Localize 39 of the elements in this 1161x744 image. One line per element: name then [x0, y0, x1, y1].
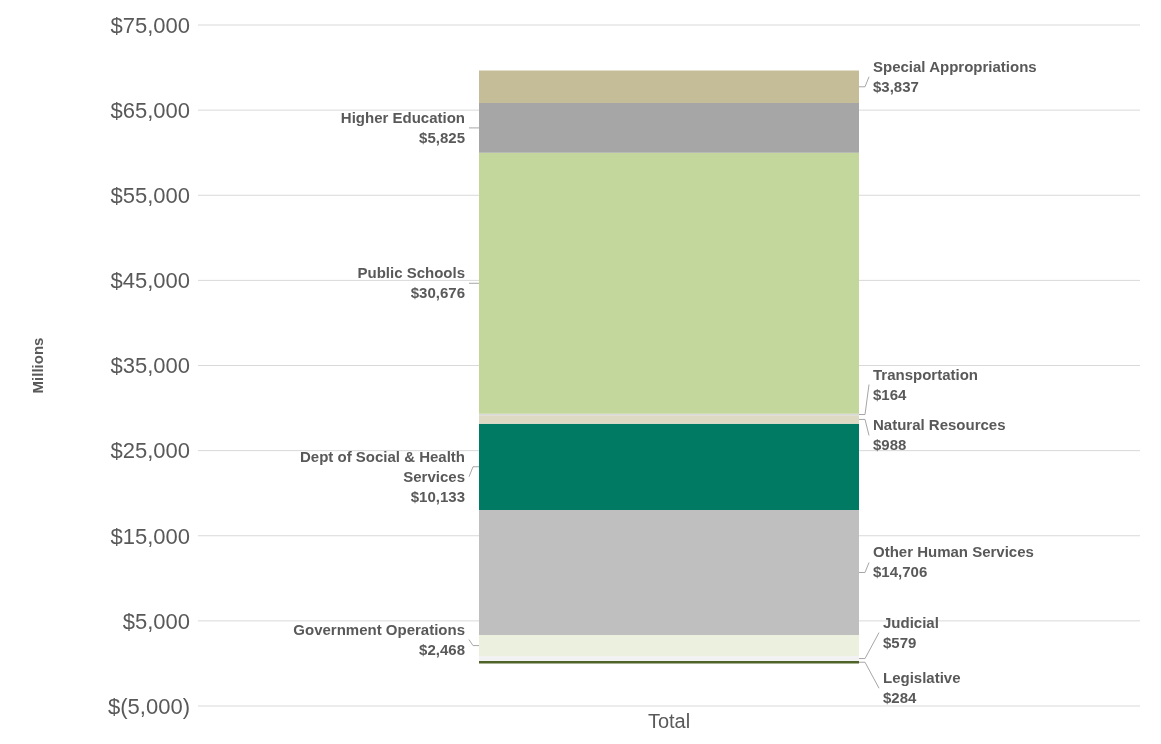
text: Transportation	[873, 365, 979, 383]
bar	[479, 635, 859, 657]
bar	[479, 70, 859, 104]
bar	[479, 656, 859, 662]
data-label: $5,825	[419, 128, 465, 146]
bar	[479, 152, 859, 414]
y-tick-label: $45,000	[110, 268, 190, 294]
bar	[479, 509, 859, 636]
y-tick-label: $25,000	[110, 438, 190, 464]
y-tick-label: $15,000	[110, 523, 190, 549]
bar	[479, 103, 859, 153]
y-axis-title: Millions	[29, 337, 47, 394]
y-tick-label: $35,000	[110, 353, 190, 379]
data-label: $10,133	[410, 487, 465, 505]
data-label: $988	[873, 436, 907, 454]
y-tick-label: $75,000	[110, 12, 190, 38]
data-label: $3,837	[873, 77, 919, 95]
x-tick-label: Total	[647, 710, 691, 733]
data-label: $164	[873, 385, 908, 403]
data-label: $30,676	[410, 284, 465, 302]
series-label: Legislative	[883, 669, 961, 687]
y-tick-label: $(5,000)	[108, 693, 190, 719]
data-label: $579	[883, 633, 917, 651]
series-label: Special Appropriations	[873, 57, 1037, 75]
bar	[479, 423, 859, 510]
series-label: Dept of Social & Health Services	[299, 447, 465, 485]
data-label: $2,468	[419, 640, 465, 658]
series-label: Government Operations	[293, 620, 465, 638]
y-tick-label: $65,000	[110, 97, 190, 123]
text: Judicial	[883, 613, 939, 631]
y-tick-label: $55,000	[110, 183, 190, 209]
data-label: $284	[883, 689, 918, 707]
series-label: Natural Resources	[873, 416, 1006, 434]
series-label: Higher Education	[340, 108, 465, 126]
bar	[479, 415, 859, 424]
y-tick-label: $5,000	[122, 608, 190, 634]
series-label: Other Human Services	[873, 543, 1034, 561]
data-label: $14,706	[873, 563, 928, 581]
series-label: Public Schools	[357, 264, 465, 282]
